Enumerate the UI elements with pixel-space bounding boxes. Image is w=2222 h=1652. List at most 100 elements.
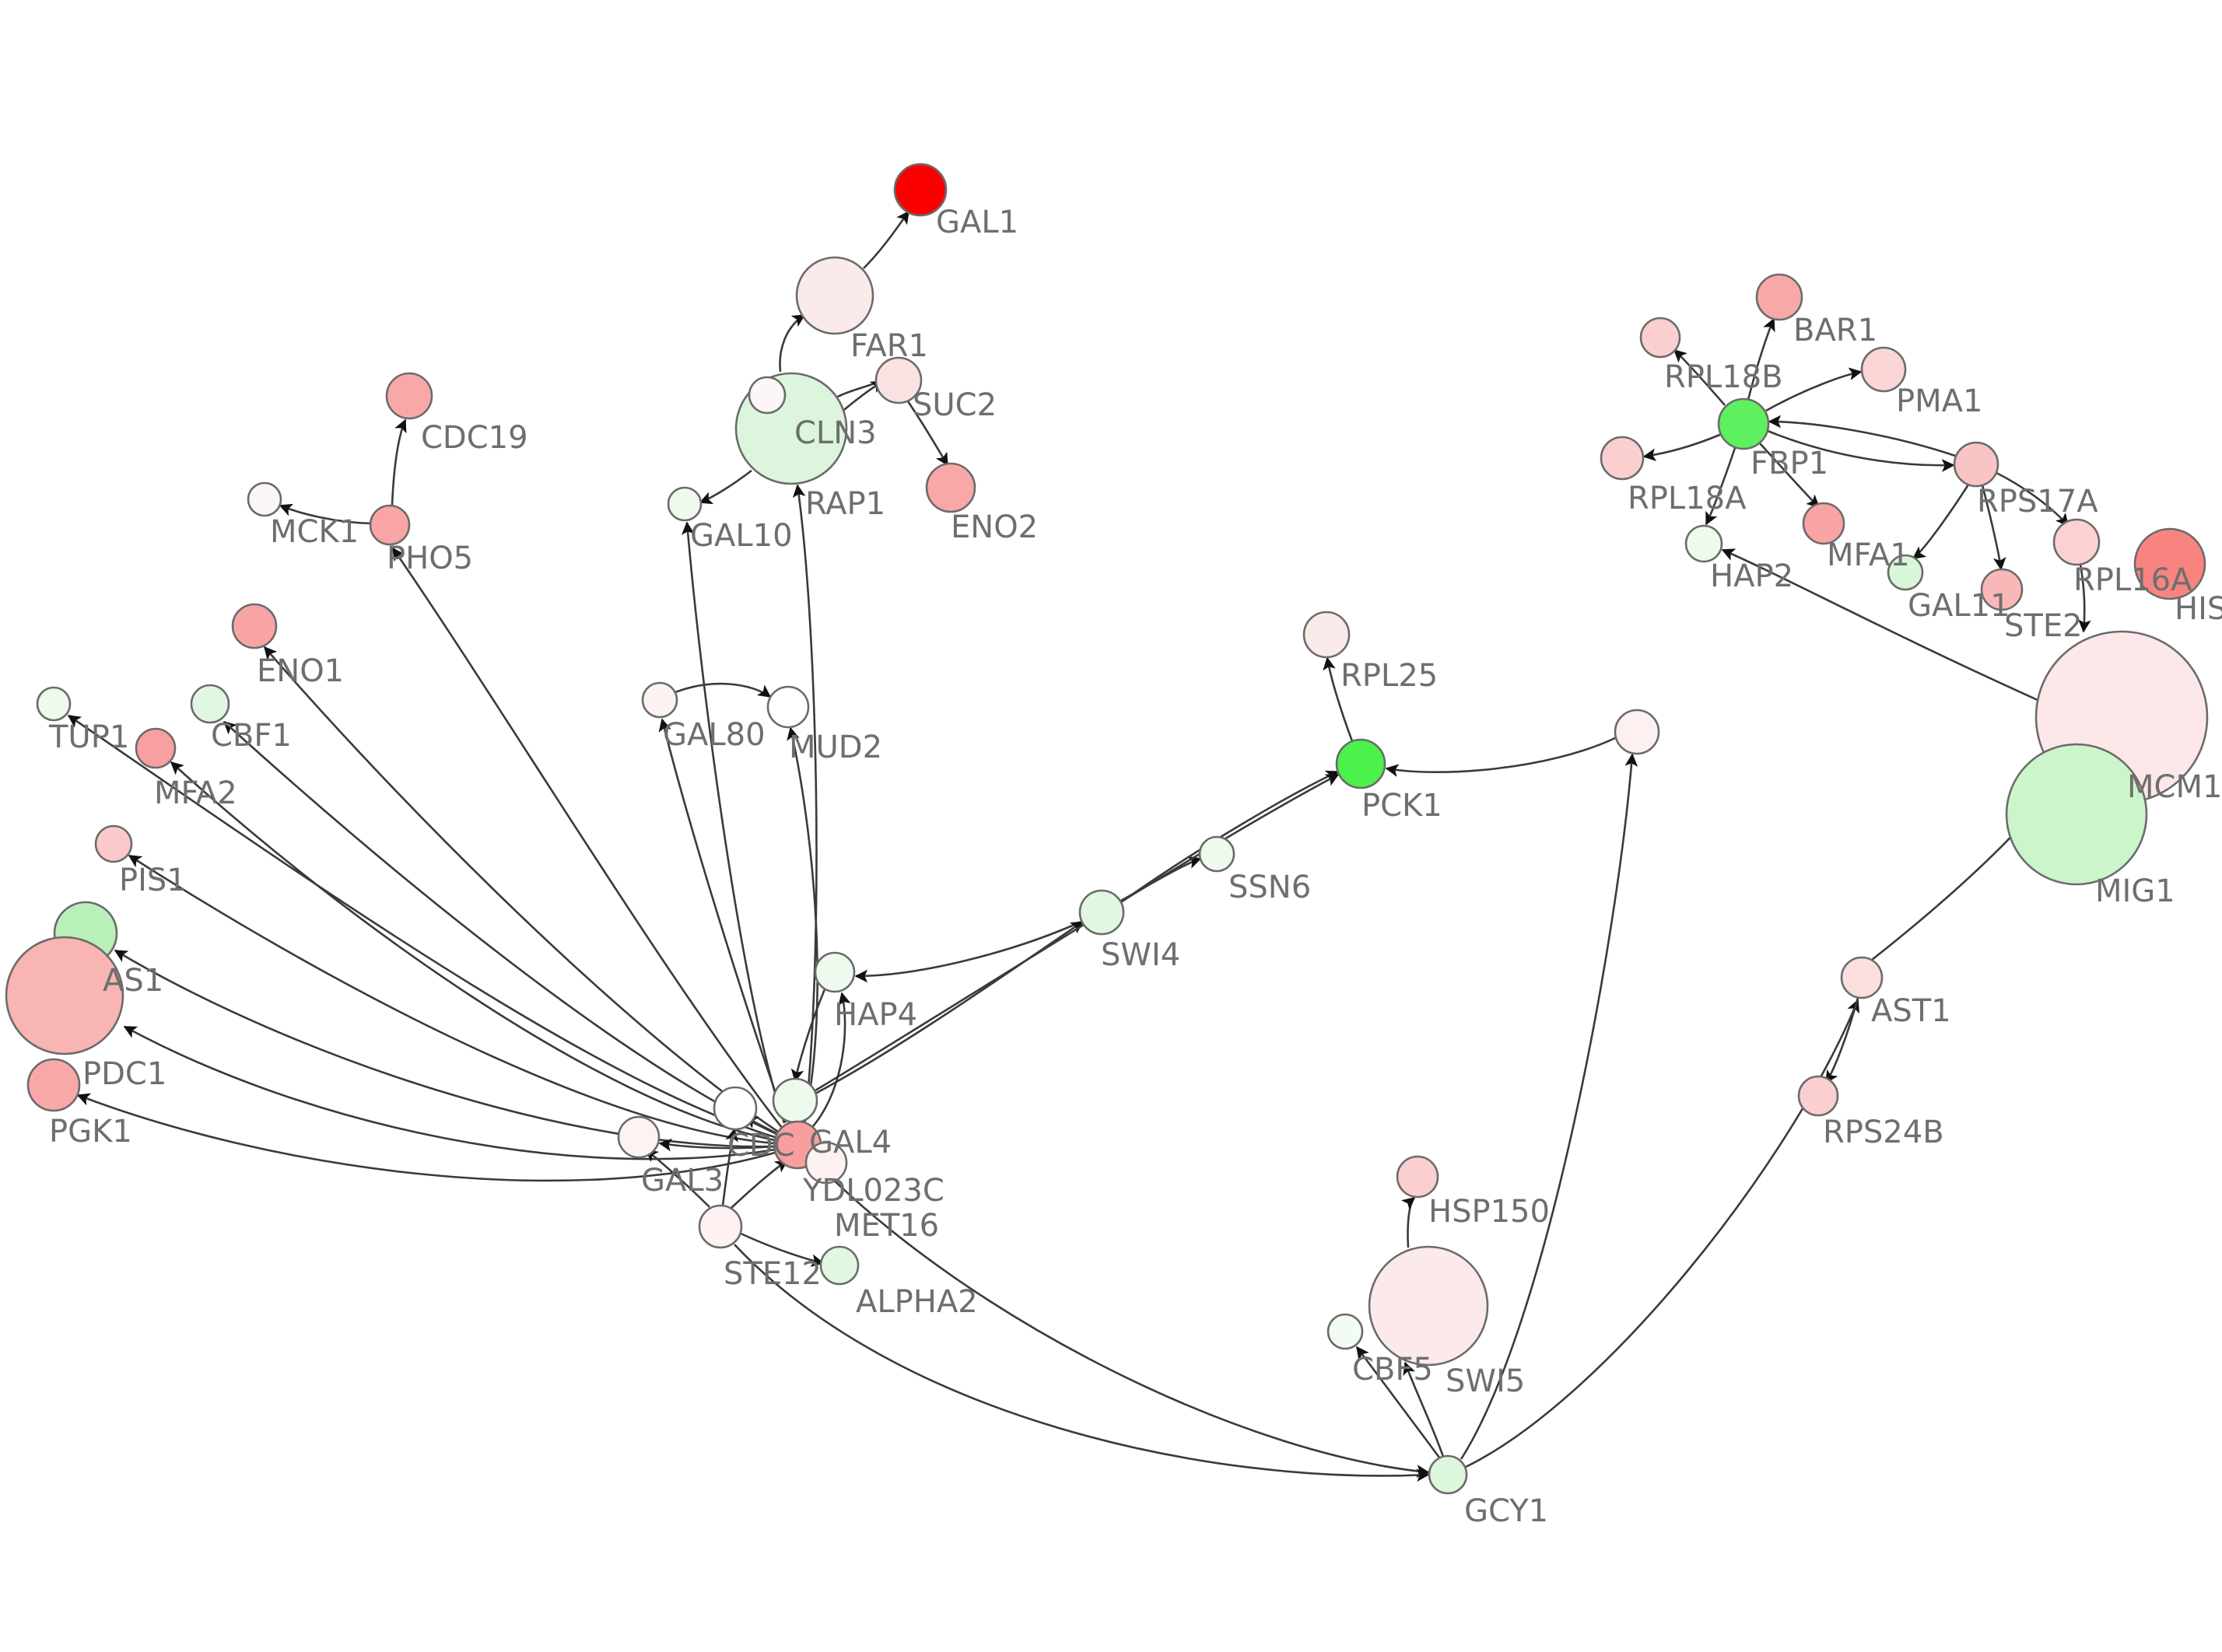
graph-node-eno1[interactable] <box>231 603 278 649</box>
graph-node-mfa1[interactable] <box>1802 502 1845 545</box>
graph-node-ste2[interactable] <box>1980 568 2024 611</box>
graph-node-cbf1[interactable] <box>190 684 230 724</box>
graph-node-gal80[interactable] <box>641 681 678 719</box>
graph-node-label: BAR1 <box>1793 313 1877 348</box>
graph-node-mig1[interactable] <box>2005 743 2148 886</box>
graph-edge <box>740 1232 825 1267</box>
graph-node-hsp150[interactable] <box>1396 1155 1439 1199</box>
graph-edge <box>812 992 851 1127</box>
graph-node-rap1[interactable] <box>748 376 787 415</box>
graph-node-label: FBP1 <box>1751 446 1828 481</box>
graph-edge <box>1721 548 2038 702</box>
graph-edge <box>1323 656 1354 742</box>
graph-node-label: PIS1 <box>119 863 187 898</box>
graph-node-eno2[interactable] <box>925 462 976 513</box>
graph-node-label: ENO1 <box>257 653 344 689</box>
graph-node-ydl023c[interactable] <box>804 1141 848 1185</box>
graph-node-rpl18a[interactable] <box>1600 436 1645 481</box>
graph-node-pck1[interactable] <box>1335 738 1386 789</box>
graph-node-fbp1[interactable] <box>1717 397 1770 450</box>
graph-edge <box>681 521 786 1124</box>
graph-node-label: MFA2 <box>154 775 237 811</box>
graph-node-ssn6[interactable] <box>1198 835 1235 873</box>
graph-node-bar1[interactable] <box>1755 273 1803 321</box>
graph-edge <box>1465 999 1859 1468</box>
graph-node-ast1[interactable] <box>1840 956 1884 999</box>
graph-node-label: RPS17A <box>1977 484 2098 520</box>
graph-node-label: STE12 <box>724 1256 822 1292</box>
graph-node-pgk1[interactable] <box>26 1058 81 1112</box>
graph-edge <box>1120 770 1340 904</box>
graph-node-gal11[interactable] <box>1887 554 1924 591</box>
graph-edge <box>1767 429 1955 472</box>
graph-edge <box>1642 432 1723 462</box>
graph-edge <box>1759 443 1821 509</box>
graph-node-cdc19[interactable] <box>385 372 433 420</box>
graph-node-suc2[interactable] <box>874 356 923 404</box>
edge-layer <box>67 210 2091 1482</box>
graph-node-alpha2[interactable] <box>819 1245 860 1286</box>
graph-node-label: PGK1 <box>49 1114 132 1150</box>
graph-node-label: HAP4 <box>834 997 917 1033</box>
graph-node-label: CDC <box>727 1128 795 1164</box>
graph-node-pis1[interactable] <box>94 824 133 863</box>
graph-node-pma1[interactable] <box>1860 346 1907 393</box>
graph-edge <box>792 484 818 1122</box>
graph-node-label: CBF1 <box>211 718 292 754</box>
graph-edge <box>76 1093 776 1182</box>
graph-edge <box>1401 1197 1416 1248</box>
graph-node-label: ALPHA2 <box>856 1284 978 1320</box>
graph-node-mck1[interactable] <box>247 481 282 517</box>
graph-node-pho5[interactable] <box>369 504 411 546</box>
graph-node-cdc[interactable] <box>713 1086 758 1131</box>
graph-node-rpl16a[interactable] <box>2052 518 2101 566</box>
graph-node-label: HSP150 <box>1428 1194 1550 1230</box>
graph-node-swi4[interactable] <box>1078 889 1125 936</box>
graph-node-rpl25[interactable] <box>1302 611 1351 659</box>
graph-edge <box>906 401 949 467</box>
graph-edge <box>1768 415 1956 457</box>
graph-node-label: GAL1 <box>936 205 1018 240</box>
graph-edge <box>1385 736 1617 777</box>
graph-node-gal3[interactable] <box>617 1115 661 1159</box>
graph-node-cbf5[interactable] <box>1327 1313 1364 1350</box>
graph-node-rps24b[interactable] <box>1797 1075 1839 1117</box>
graph-node-gcy1[interactable] <box>1428 1454 1468 1495</box>
graph-edge <box>1824 997 1859 1084</box>
graph-node-rpl18b[interactable] <box>1639 317 1681 359</box>
graph-edge <box>787 726 818 1123</box>
graph-node-label: PHO5 <box>387 541 473 576</box>
graph-node-tup1[interactable] <box>36 686 72 722</box>
graph-node-mfa2[interactable] <box>135 727 177 769</box>
graph-edge <box>658 1138 776 1152</box>
graph-node-label: GAL4 <box>809 1125 892 1160</box>
graph-edge <box>854 920 1082 983</box>
graph-node-far1[interactable] <box>795 256 874 335</box>
graph-node-pdc1[interactable] <box>5 936 124 1055</box>
graph-node-ste12[interactable] <box>698 1204 743 1249</box>
graph-node-gal1[interactable] <box>893 163 948 217</box>
graph-node-hap2[interactable] <box>1684 524 1723 563</box>
graph-node-mud2[interactable] <box>766 685 810 729</box>
graph-node-rps17a[interactable] <box>1953 441 1999 488</box>
graph-edge <box>1996 471 2070 527</box>
graph-edge <box>114 949 776 1148</box>
graph-node-label: CDC19 <box>421 420 528 456</box>
graph-edge <box>1673 348 1726 406</box>
graph-edge <box>779 313 806 373</box>
graph-node-label: STE2 <box>2004 608 2083 644</box>
graph-node-gal10[interactable] <box>667 486 703 522</box>
graph-edge <box>721 1128 738 1206</box>
graph-node-gal4_h[interactable] <box>772 1077 818 1124</box>
graph-node-label: HAP2 <box>1710 558 1793 594</box>
graph-node-label: MFA1 <box>1827 537 1910 573</box>
graph-node-swi5[interactable] <box>1368 1245 1489 1367</box>
label-layer: GAL1 FAR1 SUC2 ENO2 CLN3 RAP1 GAL10 CDC19 MCK1 PH… <box>48 205 2222 1529</box>
graph-node-unlab1[interactable] <box>1614 709 1660 755</box>
graph-node-label: GAL11 <box>1908 588 2010 624</box>
graph-node-label: MUD2 <box>789 730 882 765</box>
graph-edge <box>1912 484 1970 560</box>
graph-node-hap4[interactable] <box>814 951 856 993</box>
graph-node-his4[interactable] <box>2133 527 2206 600</box>
